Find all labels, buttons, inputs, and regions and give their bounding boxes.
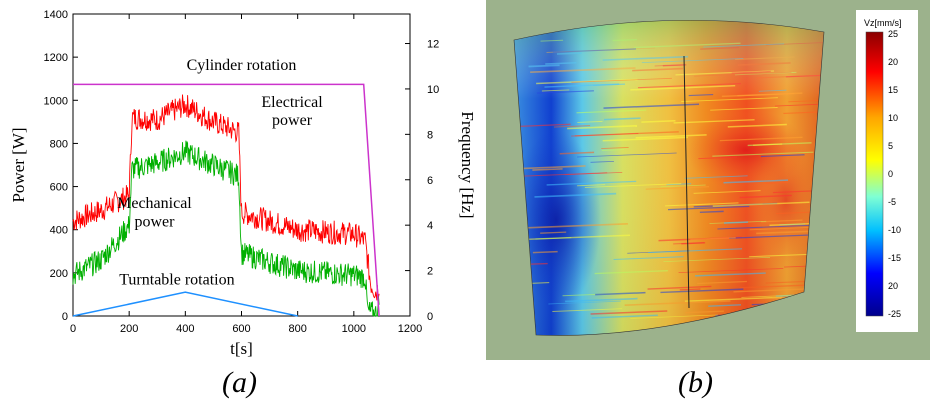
y2-tick-label-1: 2 [427,266,433,278]
y-tick-label-4: 800 [50,138,68,150]
y-tick-label-7: 1400 [44,9,68,21]
colorbar-tick-10: -25 [888,309,901,319]
series-line-3 [72,291,298,317]
x-tick-label-3: 600 [232,323,250,335]
chart-a: 0 200 400 600 800 1000 1200 0 200 400 600 800 1000 12… [9,9,477,358]
y2-axis-label: Frequency [Hz] [458,111,477,218]
x-tick-label-4: 800 [288,323,306,335]
y2-tick-label-4: 8 [427,129,433,141]
y2-tick-label-3: 6 [427,175,433,187]
colorbar-tick-5: 0 [888,169,893,179]
colorbar-title: Vz[mm/s] [864,18,902,28]
y-tick-label-1: 200 [50,268,68,280]
annotation-0: Cylinder rotation [187,57,297,74]
streak-89 [682,322,715,325]
annotation-2: power [272,112,313,129]
series-line-1 [72,140,380,317]
y2-tick-label-0: 0 [427,311,433,323]
colorbar-tick-8: -15 [888,253,901,263]
caption-a: (a) [222,366,257,399]
streak-36 [770,301,809,305]
x-axis-label: t[s] [230,339,253,358]
x-tick-label-6: 1200 [398,323,422,335]
series-line-2 [73,83,380,317]
annotation-1: Electrical [261,94,323,111]
caption-b: (b) [678,366,713,399]
colorbar: Vz[mm/s] 25 20 15 10 5 0 -5 -10 -15 20 -25 [856,10,918,332]
y-tick-label-6: 1200 [44,52,68,64]
streak-70 [742,324,819,329]
y2-tick-label-2: 4 [427,220,433,232]
series-line-0 [72,94,380,301]
x-tick-label-2: 400 [176,323,194,335]
colorbar-tick-3: 10 [888,113,898,123]
y-tick-label-5: 1000 [44,95,68,107]
annotation-4: power [134,213,175,230]
streak-24 [715,318,820,324]
colorbar-tick-2: 15 [888,85,898,95]
y-tick-label-0: 0 [62,311,68,323]
annotation-5: Turntable rotation [119,272,234,289]
annotation-3: Mechanical [117,195,192,212]
streak-8 [769,308,824,313]
y-tick-label-3: 600 [50,182,68,194]
velocity-field-render: Vz[mm/s] 25 20 15 10 5 0 -5 -10 -15 20 -25 [513,10,918,336]
x-tick-label-1: 200 [120,323,138,335]
colorbar-tick-7: -10 [888,225,901,235]
velocity-field-panel: Vz[mm/s] 25 20 15 10 5 0 -5 -10 -15 20 -25 [486,0,930,360]
x-tick-label-0: 0 [70,323,76,335]
colorbar-tick-4: 5 [888,141,893,151]
y2-tick-label-5: 10 [427,84,439,96]
cylinder-body [513,19,825,336]
y-axis-label: Power [W] [9,127,28,202]
colorbar-tick-0: 25 [888,29,898,39]
colorbar-tick-1: 20 [888,57,898,67]
colorbar-ticks: 25 20 15 10 5 0 -5 -10 -15 20 -25 [888,29,901,319]
y2-tick-label-6: 12 [427,39,439,51]
colorbar-tick-9: 20 [888,281,898,291]
colorbar-tick-6: -5 [888,197,896,207]
x-tick-label-5: 1000 [342,323,366,335]
y-tick-label-2: 400 [50,225,68,237]
